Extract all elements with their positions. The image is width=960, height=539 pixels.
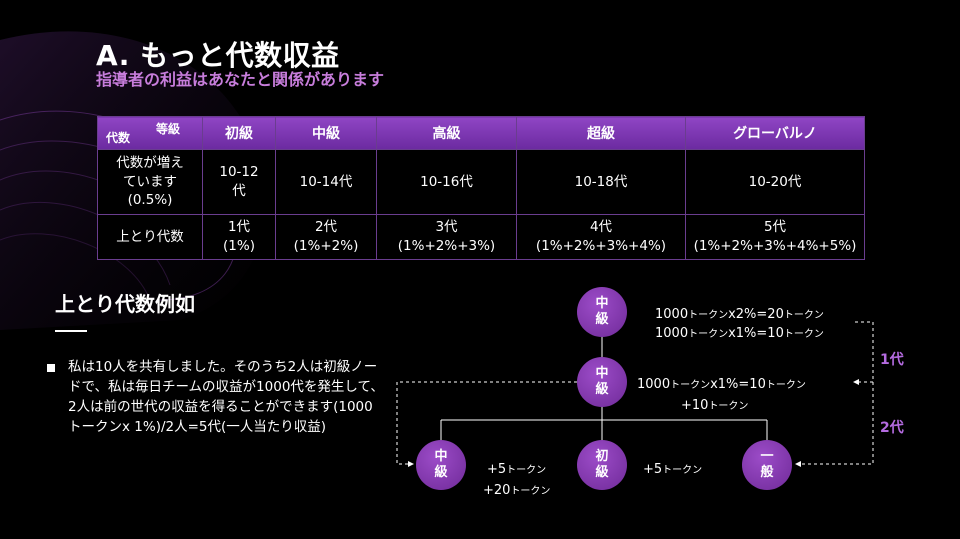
corner-level-label: 等級 bbox=[155, 122, 180, 136]
mid-note-line-2: +10トークン bbox=[681, 398, 749, 413]
table-row: 代数が増え ています (0.5%) 10-12 代 10-14代 10-16代 … bbox=[97, 149, 865, 215]
table-cell: 4代 (1%+2%+3%+4%) bbox=[516, 214, 686, 260]
top-note-line-1: 1000トークンx2%=20トークン bbox=[655, 307, 824, 322]
example-title: 上とり代数例如 bbox=[55, 292, 195, 316]
generation-1-label: 1代 bbox=[880, 352, 904, 368]
column-header: 初級 bbox=[202, 116, 276, 150]
left-node-note-1: +5トークン bbox=[487, 462, 547, 477]
table-cell: 3代 (1%+2%+3%) bbox=[376, 214, 517, 260]
node-child-general: 一 般 bbox=[742, 440, 792, 490]
table-corner-cell: 等級 代数 bbox=[97, 116, 203, 150]
table-cell: 2代 (1%+2%) bbox=[275, 214, 377, 260]
bullet-square-icon bbox=[47, 364, 55, 372]
table-cell: 10-20代 bbox=[685, 149, 865, 215]
generation-table: 等級 代数 初級 中級 高級 超級 グローバルノ 代数が増え ています (0.5… bbox=[97, 116, 865, 260]
column-header: 中級 bbox=[275, 116, 377, 150]
table-cell: 5代 (1%+2%+3%+4%+5%) bbox=[685, 214, 865, 260]
node-me-mid-level: 中 級 bbox=[577, 357, 627, 407]
table-row: 上とり代数 1代 (1%) 2代 (1%+2%) 3代 (1%+2%+3%) 4… bbox=[97, 214, 865, 260]
node-child-mid-level: 中 級 bbox=[416, 440, 466, 490]
column-header: 高級 bbox=[376, 116, 517, 150]
table-cell: 10-12 代 bbox=[202, 149, 276, 215]
title-underline bbox=[55, 330, 87, 332]
row-label: 代数が増え ています (0.5%) bbox=[97, 149, 203, 215]
example-bullet-text: 私は10人を共有しました。そのうち2人は初級ノードで、私は毎日チームの収益が10… bbox=[68, 359, 384, 435]
top-note-line-2: 1000トークンx1%=10トークン bbox=[655, 326, 824, 341]
table-cell: 1代 (1%) bbox=[202, 214, 276, 260]
column-header: グローバルノ bbox=[685, 116, 865, 150]
table-cell: 10-16代 bbox=[376, 149, 517, 215]
page-subtitle: 指導者の利益はあなたと関係があります bbox=[96, 70, 385, 89]
column-header: 超級 bbox=[516, 116, 686, 150]
table-cell: 10-18代 bbox=[516, 149, 686, 215]
left-node-note-2: +20トークン bbox=[483, 483, 551, 498]
generation-2-label: 2代 bbox=[880, 420, 904, 436]
node-top-mid-level: 中 級 bbox=[577, 287, 627, 337]
page-title: A. もっと代数収益 bbox=[96, 39, 340, 72]
table-cell: 10-14代 bbox=[275, 149, 377, 215]
mid-note-line-1: 1000トークンx1%=10トークン bbox=[637, 377, 806, 392]
center-node-note: +5トークン bbox=[643, 462, 703, 477]
row-label: 上とり代数 bbox=[97, 214, 203, 260]
table-header-row: 等級 代数 初級 中級 高級 超級 グローバルノ bbox=[97, 116, 865, 150]
corner-generation-label: 代数 bbox=[106, 131, 131, 145]
node-child-beginner: 初 級 bbox=[577, 440, 627, 490]
